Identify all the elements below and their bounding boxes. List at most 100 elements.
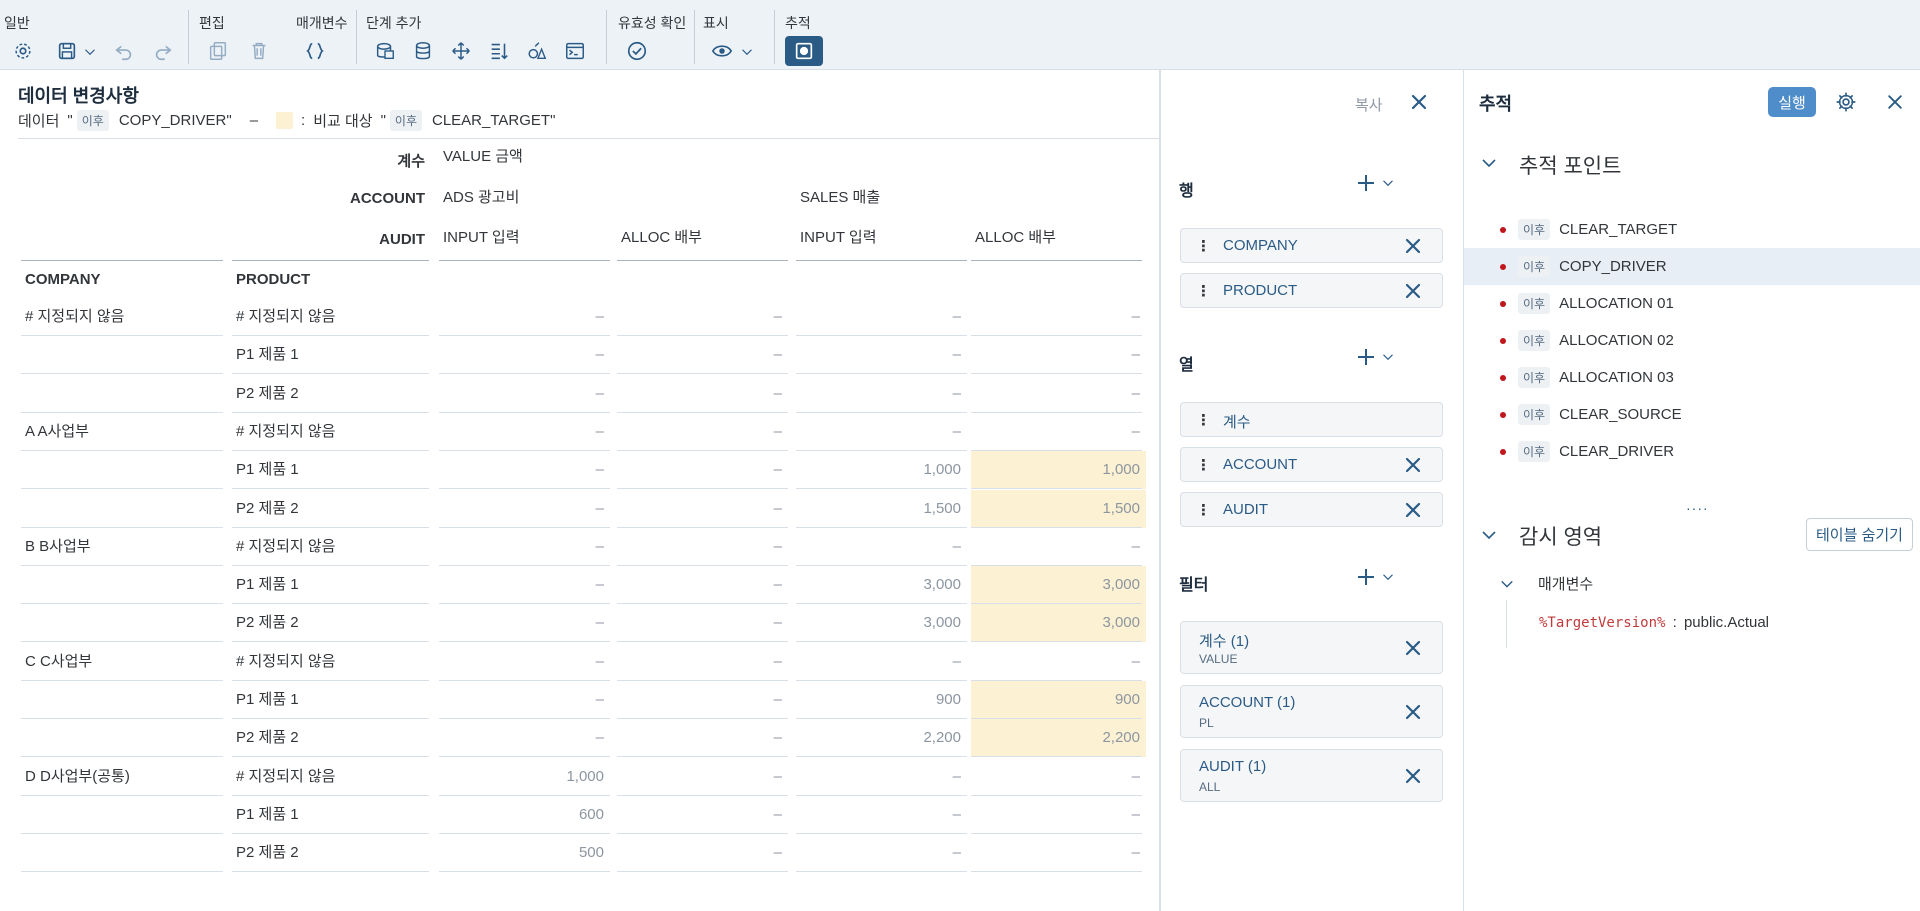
column-dimension-card[interactable]: ⋮ ACCOUNT xyxy=(1180,447,1443,482)
drag-handle-icon[interactable]: ⋮ xyxy=(1196,501,1211,519)
value-cell[interactable]: – xyxy=(595,384,604,402)
product-cell[interactable]: P2 제품 2 xyxy=(236,729,299,747)
remove-button[interactable] xyxy=(1404,456,1422,474)
remove-button[interactable] xyxy=(1404,639,1422,657)
value-cell[interactable]: – xyxy=(595,308,604,325)
value-cell[interactable]: – xyxy=(1131,767,1140,785)
value-cell[interactable]: – xyxy=(595,729,604,747)
value-cell[interactable]: – xyxy=(773,384,782,402)
trace-point-item[interactable]: 이후 CLEAR_TARGET xyxy=(1464,211,1920,248)
trace-point-item[interactable]: 이후 CLEAR_DRIVER xyxy=(1464,433,1920,470)
value-cell[interactable]: – xyxy=(773,576,782,594)
row-dimension-card[interactable]: ⋮ PRODUCT xyxy=(1180,273,1443,308)
filter-card[interactable]: AUDIT (1) ALL xyxy=(1180,749,1443,802)
run-button[interactable]: 실행 xyxy=(1768,87,1816,117)
value-cell[interactable]: – xyxy=(595,576,604,594)
value-cell[interactable]: – xyxy=(952,652,961,670)
value-cell[interactable]: – xyxy=(773,422,782,440)
value-cell[interactable]: 3,000 xyxy=(971,566,1146,605)
company-cell[interactable]: # 지정되지 않음 xyxy=(25,308,125,325)
value-cell[interactable]: – xyxy=(773,652,782,670)
trace-point-item[interactable]: 이후 ALLOCATION 02 xyxy=(1464,322,1920,359)
value-cell[interactable]: – xyxy=(773,308,782,325)
company-cell[interactable] xyxy=(25,336,225,374)
trace-point-item[interactable]: 이후 ALLOCATION 01 xyxy=(1464,285,1920,322)
company-cell[interactable]: B B사업부 xyxy=(25,537,91,555)
drag-handle-icon[interactable]: ⋮ xyxy=(1196,237,1211,255)
formula-button[interactable] xyxy=(518,36,556,66)
row-dimension-card[interactable]: ⋮ COMPANY xyxy=(1180,228,1443,263)
value-cell[interactable]: 3,000 xyxy=(923,614,961,632)
copy-button[interactable]: 복사 xyxy=(1355,97,1383,114)
chevron-down-icon[interactable] xyxy=(1500,577,1514,591)
database-button[interactable] xyxy=(404,36,442,66)
dropdown-toggle[interactable] xyxy=(741,45,753,62)
value-cell[interactable]: – xyxy=(773,729,782,747)
trace-point-item[interactable]: 이후 CLEAR_SOURCE xyxy=(1464,396,1920,433)
product-cell[interactable]: P2 제품 2 xyxy=(236,844,299,862)
product-cell[interactable]: # 지정되지 않음 xyxy=(236,652,336,670)
product-cell[interactable]: # 지정되지 않음 xyxy=(236,308,336,325)
value-cell[interactable]: – xyxy=(1131,844,1140,862)
trace-settings-button[interactable] xyxy=(1835,91,1857,113)
column-dimension-card[interactable]: ⋮ AUDIT xyxy=(1180,492,1443,527)
value-cell[interactable]: – xyxy=(773,499,782,517)
trace-point-item[interactable]: 이후 ALLOCATION 03 xyxy=(1464,359,1920,396)
check-circle-button[interactable] xyxy=(618,36,656,66)
trace-point-item[interactable]: 이후 COPY_DRIVER xyxy=(1464,248,1920,285)
value-cell[interactable]: – xyxy=(595,691,604,708)
sort-down-button[interactable] xyxy=(480,36,518,66)
value-cell[interactable]: 3,000 xyxy=(923,576,961,594)
value-cell[interactable]: 2,200 xyxy=(971,719,1146,758)
value-cell[interactable]: 1,000 xyxy=(971,451,1146,490)
company-cell[interactable] xyxy=(25,604,225,642)
company-cell[interactable] xyxy=(25,796,225,834)
drag-handle-icon[interactable]: ⋮ xyxy=(1196,282,1211,300)
value-cell[interactable]: 3,000 xyxy=(971,604,1146,643)
remove-button[interactable] xyxy=(1404,282,1422,300)
value-cell[interactable]: – xyxy=(595,652,604,670)
value-cell[interactable]: 1,000 xyxy=(923,461,961,479)
value-cell[interactable]: – xyxy=(1131,537,1140,555)
company-cell[interactable] xyxy=(25,834,225,872)
value-cell[interactable]: – xyxy=(773,805,782,823)
filter-card[interactable]: 계수 (1) VALUE xyxy=(1180,621,1443,674)
chevron-down-icon[interactable] xyxy=(1481,155,1497,171)
value-cell[interactable]: – xyxy=(595,346,604,364)
product-cell[interactable]: P1 제품 1 xyxy=(236,691,299,708)
value-cell[interactable]: – xyxy=(952,308,961,325)
value-cell[interactable]: – xyxy=(773,346,782,364)
product-cell[interactable]: P2 제품 2 xyxy=(236,499,299,517)
remove-button[interactable] xyxy=(1404,703,1422,721)
product-cell[interactable]: P2 제품 2 xyxy=(236,614,299,632)
value-cell[interactable]: – xyxy=(952,537,961,555)
terminal-button[interactable] xyxy=(556,36,594,66)
value-cell[interactable]: – xyxy=(595,499,604,517)
company-cell[interactable]: D D사업부(공통) xyxy=(25,767,130,785)
company-column-header[interactable]: COMPANY xyxy=(25,271,101,288)
close-trace-button[interactable] xyxy=(1885,92,1905,112)
value-cell[interactable]: 1,500 xyxy=(971,489,1146,528)
remove-button[interactable] xyxy=(1404,237,1422,255)
value-cell[interactable]: – xyxy=(1131,422,1140,440)
value-cell[interactable]: – xyxy=(952,346,961,364)
value-cell[interactable]: – xyxy=(773,537,782,555)
value-cell[interactable]: – xyxy=(595,614,604,632)
remove-button[interactable] xyxy=(1404,767,1422,785)
eye-button[interactable] xyxy=(703,36,741,66)
column-dimension-card[interactable]: ⋮ 계수 xyxy=(1180,402,1443,437)
value-cell[interactable]: 1,500 xyxy=(923,499,961,517)
value-cell[interactable]: – xyxy=(773,691,782,708)
value-cell[interactable]: 2,200 xyxy=(923,729,961,747)
trace-record-button[interactable] xyxy=(785,36,823,66)
company-cell[interactable] xyxy=(25,375,225,413)
company-cell[interactable] xyxy=(25,566,225,604)
value-cell[interactable]: – xyxy=(1131,308,1140,325)
close-changes-button[interactable] xyxy=(1407,90,1431,114)
product-cell[interactable]: # 지정되지 않음 xyxy=(236,422,336,440)
remove-button[interactable] xyxy=(1404,501,1422,519)
filter-card[interactable]: ACCOUNT (1) PL xyxy=(1180,685,1443,738)
product-cell[interactable]: P1 제품 1 xyxy=(236,461,299,479)
value-cell[interactable]: – xyxy=(952,844,961,862)
value-cell[interactable]: – xyxy=(952,422,961,440)
